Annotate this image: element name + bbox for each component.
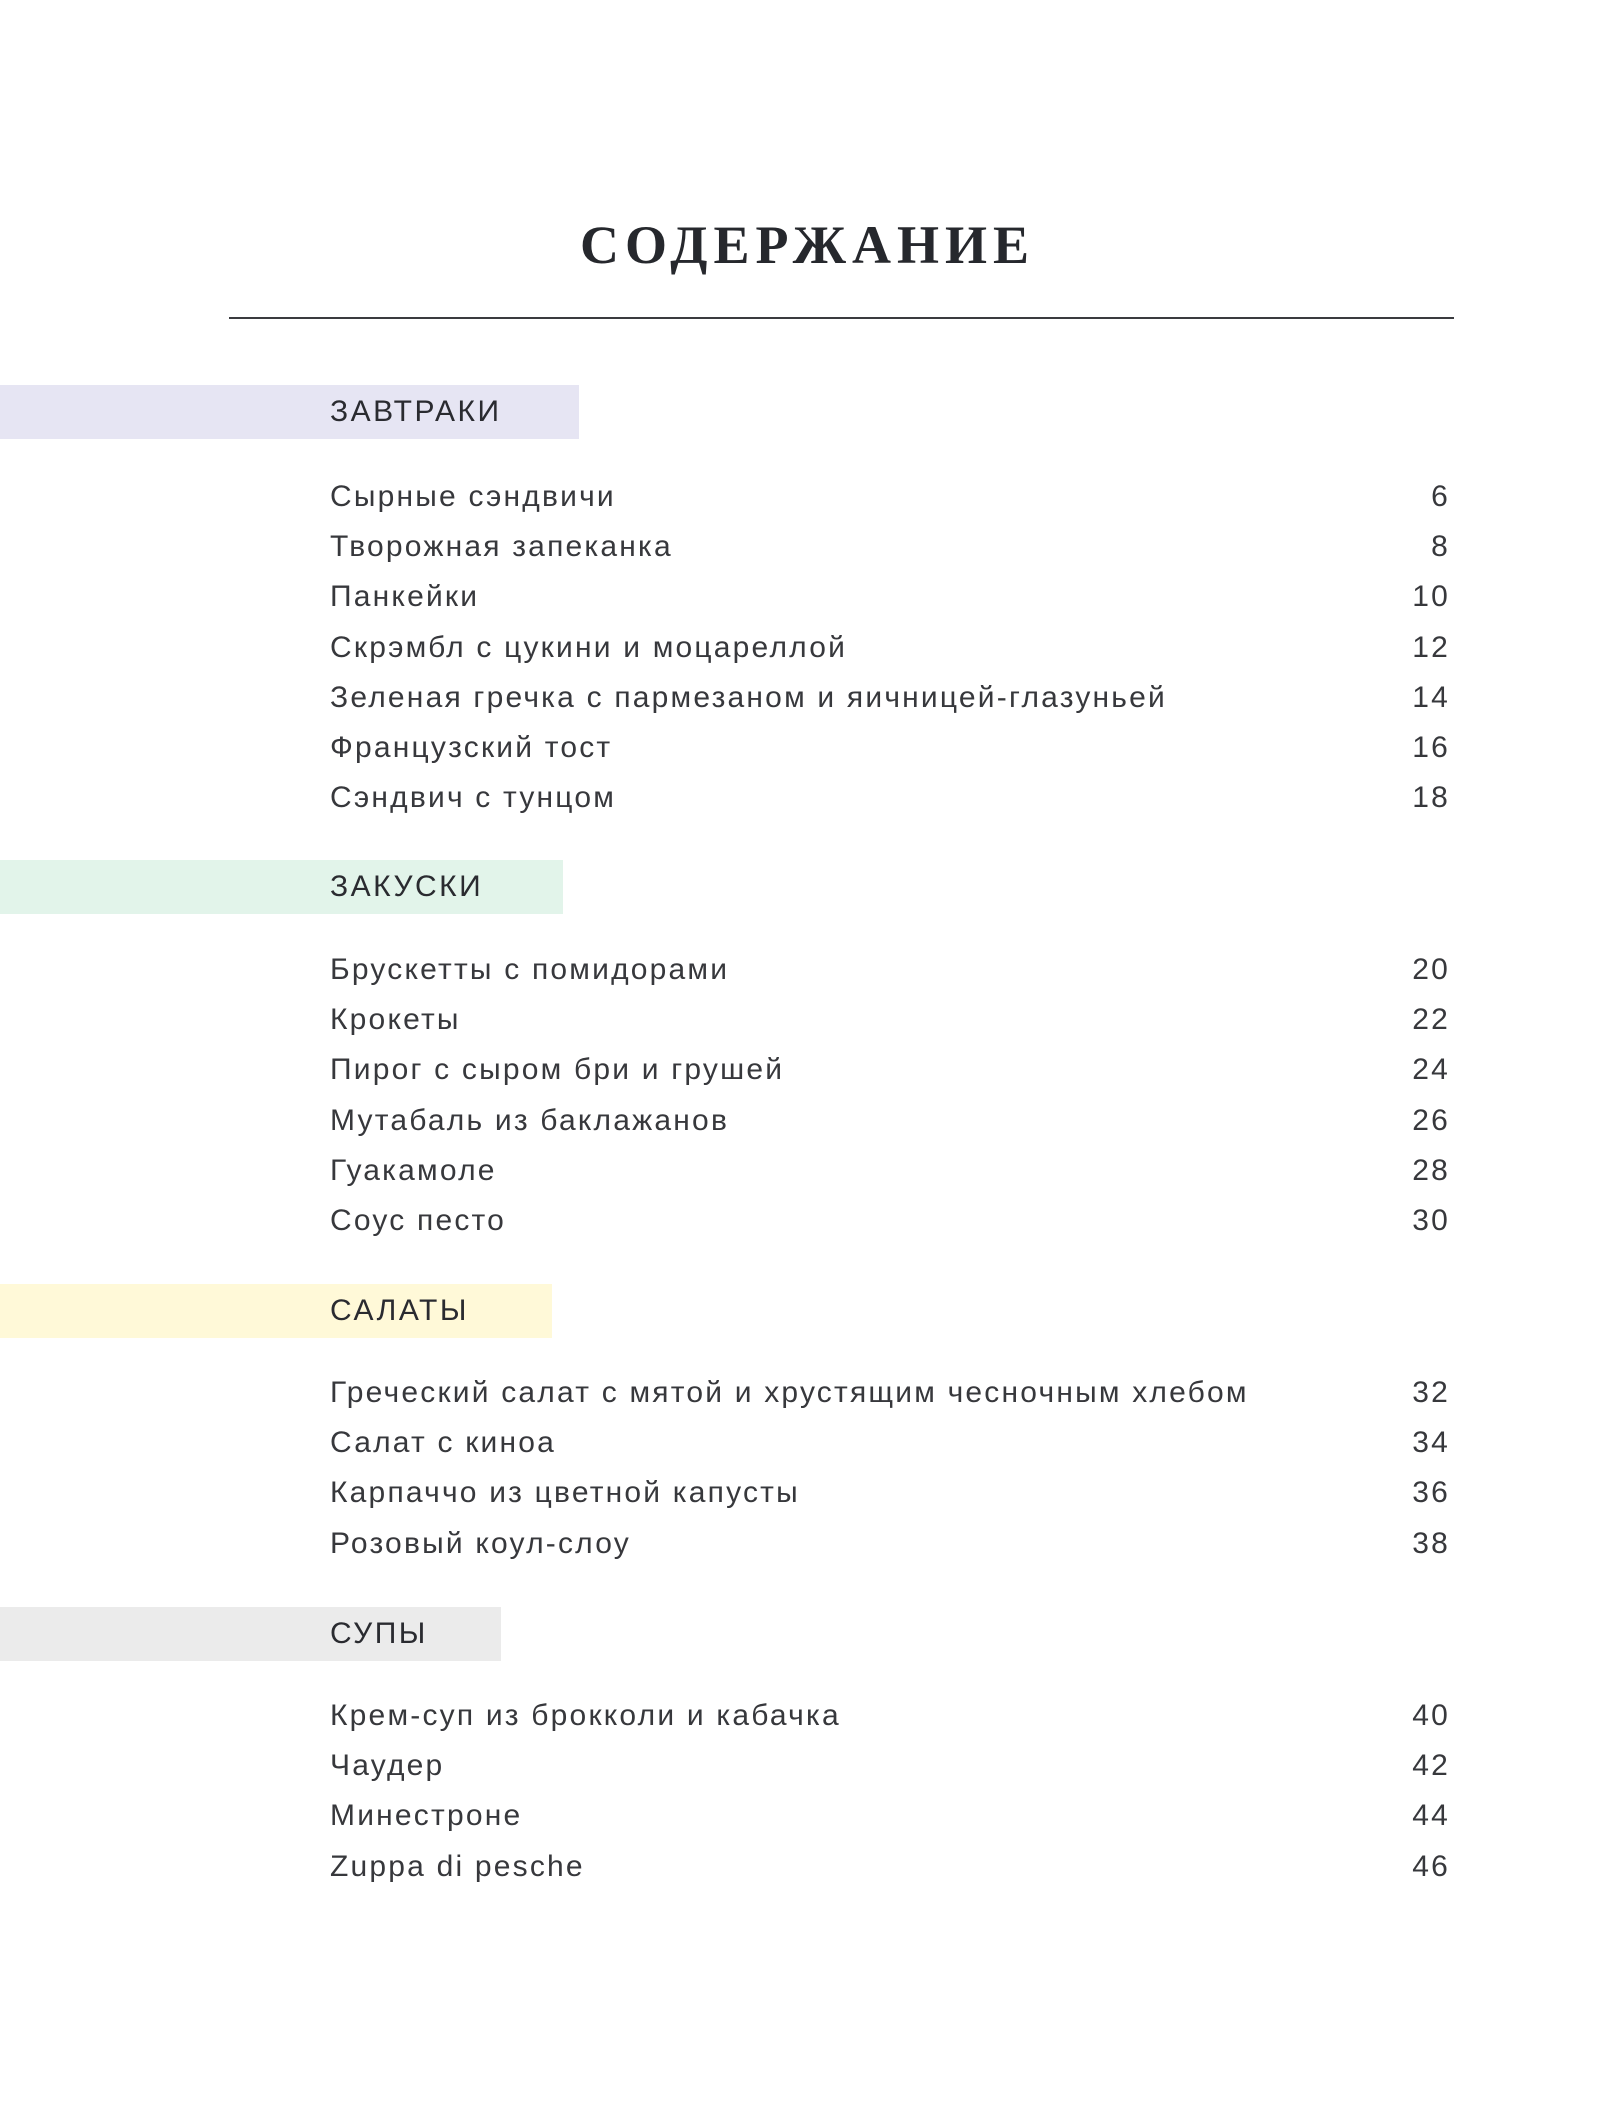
entry-page-number: 28	[1412, 1153, 1450, 1187]
toc-entry[interactable]: Творожная запеканка 8	[330, 522, 1450, 572]
toc-entry[interactable]: Панкейки 10	[330, 572, 1450, 622]
toc-entry[interactable]: Минестроне 44	[330, 1791, 1450, 1841]
entry-title: Крем-суп из брокколи и кабачка	[330, 1699, 841, 1732]
entry-page-number: 44	[1412, 1799, 1450, 1833]
section-title: СУПЫ	[330, 1617, 428, 1650]
section-title: САЛАТЫ	[330, 1294, 469, 1327]
toc-entry[interactable]: Скрэмбл с цукини и моцареллой 12	[330, 623, 1450, 673]
entry-page-number: 30	[1412, 1204, 1450, 1237]
toc-entry[interactable]: Сэндвич с тунцом 18	[330, 773, 1450, 823]
entry-title: Минестроне	[330, 1799, 523, 1833]
entry-page-number: 34	[1412, 1426, 1450, 1460]
entry-title: Крокеты	[330, 1003, 461, 1037]
toc-entry[interactable]: Соус песто 30	[330, 1196, 1450, 1246]
entry-page-number: 12	[1412, 630, 1450, 664]
entry-title: Брускетты с помидорами	[330, 953, 730, 986]
entry-page-number: 10	[1412, 580, 1450, 614]
entry-title: Розовый коул-слоу	[330, 1526, 631, 1560]
entry-page-number: 26	[1412, 1103, 1450, 1137]
entry-page-number: 16	[1412, 731, 1450, 764]
entry-page-number: 46	[1412, 1849, 1450, 1883]
toc-entry[interactable]: Карпаччо из цветной капусты 36	[330, 1468, 1450, 1518]
section-header: ЗАКУСКИ	[0, 860, 563, 914]
entry-title: Скрэмбл с цукини и моцареллой	[330, 630, 848, 664]
entry-title: Панкейки	[330, 580, 480, 614]
entry-title: Сэндвич с тунцом	[330, 781, 617, 815]
toc-entry[interactable]: Крокеты 22	[330, 995, 1450, 1045]
section-header: СУПЫ	[0, 1607, 501, 1661]
toc-entry[interactable]: Брускетты с помидорами 20	[330, 945, 1450, 995]
entry-page-number: 20	[1412, 953, 1450, 986]
entry-title: Пирог с сыром бри и грушей	[330, 1053, 785, 1087]
section-header: САЛАТЫ	[0, 1284, 552, 1338]
entry-title: Творожная запеканка	[330, 530, 673, 564]
toc-entry[interactable]: Гуакамоле 28	[330, 1146, 1450, 1196]
entry-page-number: 18	[1412, 781, 1450, 815]
entry-title: Чаудер	[330, 1749, 445, 1783]
toc-entry[interactable]: Розовый коул-слоу 38	[330, 1519, 1450, 1569]
entry-title: Французский тост	[330, 731, 613, 764]
toc-entry[interactable]: Мутабаль из баклажанов 26	[330, 1096, 1450, 1146]
entry-page-number: 8	[1431, 530, 1450, 564]
entry-title: Салат с киноа	[330, 1426, 557, 1460]
entry-page-number: 36	[1412, 1476, 1450, 1510]
toc-entry[interactable]: Зеленая гречка с пармезаном и яичницей-г…	[330, 673, 1450, 723]
entry-title: Соус песто	[330, 1204, 507, 1237]
section-title: ЗАКУСКИ	[330, 870, 484, 903]
section-header: ЗАВТРАКИ	[0, 385, 579, 439]
toc-entry[interactable]: Греческий салат с мятой и хрустящим чесн…	[330, 1368, 1450, 1418]
entry-page-number: 24	[1412, 1053, 1450, 1087]
page-title: СОДЕРЖАНИЕ	[580, 215, 1035, 275]
section-title: ЗАВТРАКИ	[330, 395, 502, 428]
toc-entry[interactable]: Крем-суп из брокколи и кабачка 40	[330, 1691, 1450, 1741]
title-divider	[229, 317, 1454, 319]
entry-title: Zuppa di pesche	[330, 1849, 585, 1883]
entry-page-number: 42	[1412, 1749, 1450, 1783]
entry-title: Сырные сэндвичи	[330, 480, 616, 513]
entry-page-number: 14	[1412, 680, 1450, 714]
entry-page-number: 40	[1412, 1699, 1450, 1732]
toc-entry[interactable]: Французский тост 16	[330, 723, 1450, 773]
toc-entry[interactable]: Сырные сэндвичи 6	[330, 472, 1450, 522]
entry-page-number: 6	[1431, 480, 1450, 513]
entry-title: Карпаччо из цветной капусты	[330, 1476, 800, 1510]
entry-title: Мутабаль из баклажанов	[330, 1103, 730, 1137]
toc-entry[interactable]: Пирог с сыром бри и грушей 24	[330, 1045, 1450, 1095]
entry-title: Греческий салат с мятой и хрустящим чесн…	[330, 1376, 1249, 1409]
entry-title: Гуакамоле	[330, 1153, 497, 1187]
toc-entry[interactable]: Чаудер 42	[330, 1741, 1450, 1791]
entry-page-number: 32	[1412, 1376, 1450, 1409]
toc-entry[interactable]: Zuppa di pesche 46	[330, 1842, 1450, 1892]
toc-entry[interactable]: Салат с киноа 34	[330, 1418, 1450, 1468]
entry-page-number: 22	[1412, 1003, 1450, 1037]
entry-title: Зеленая гречка с пармезаном и яичницей-г…	[330, 680, 1167, 714]
entry-page-number: 38	[1412, 1526, 1450, 1560]
